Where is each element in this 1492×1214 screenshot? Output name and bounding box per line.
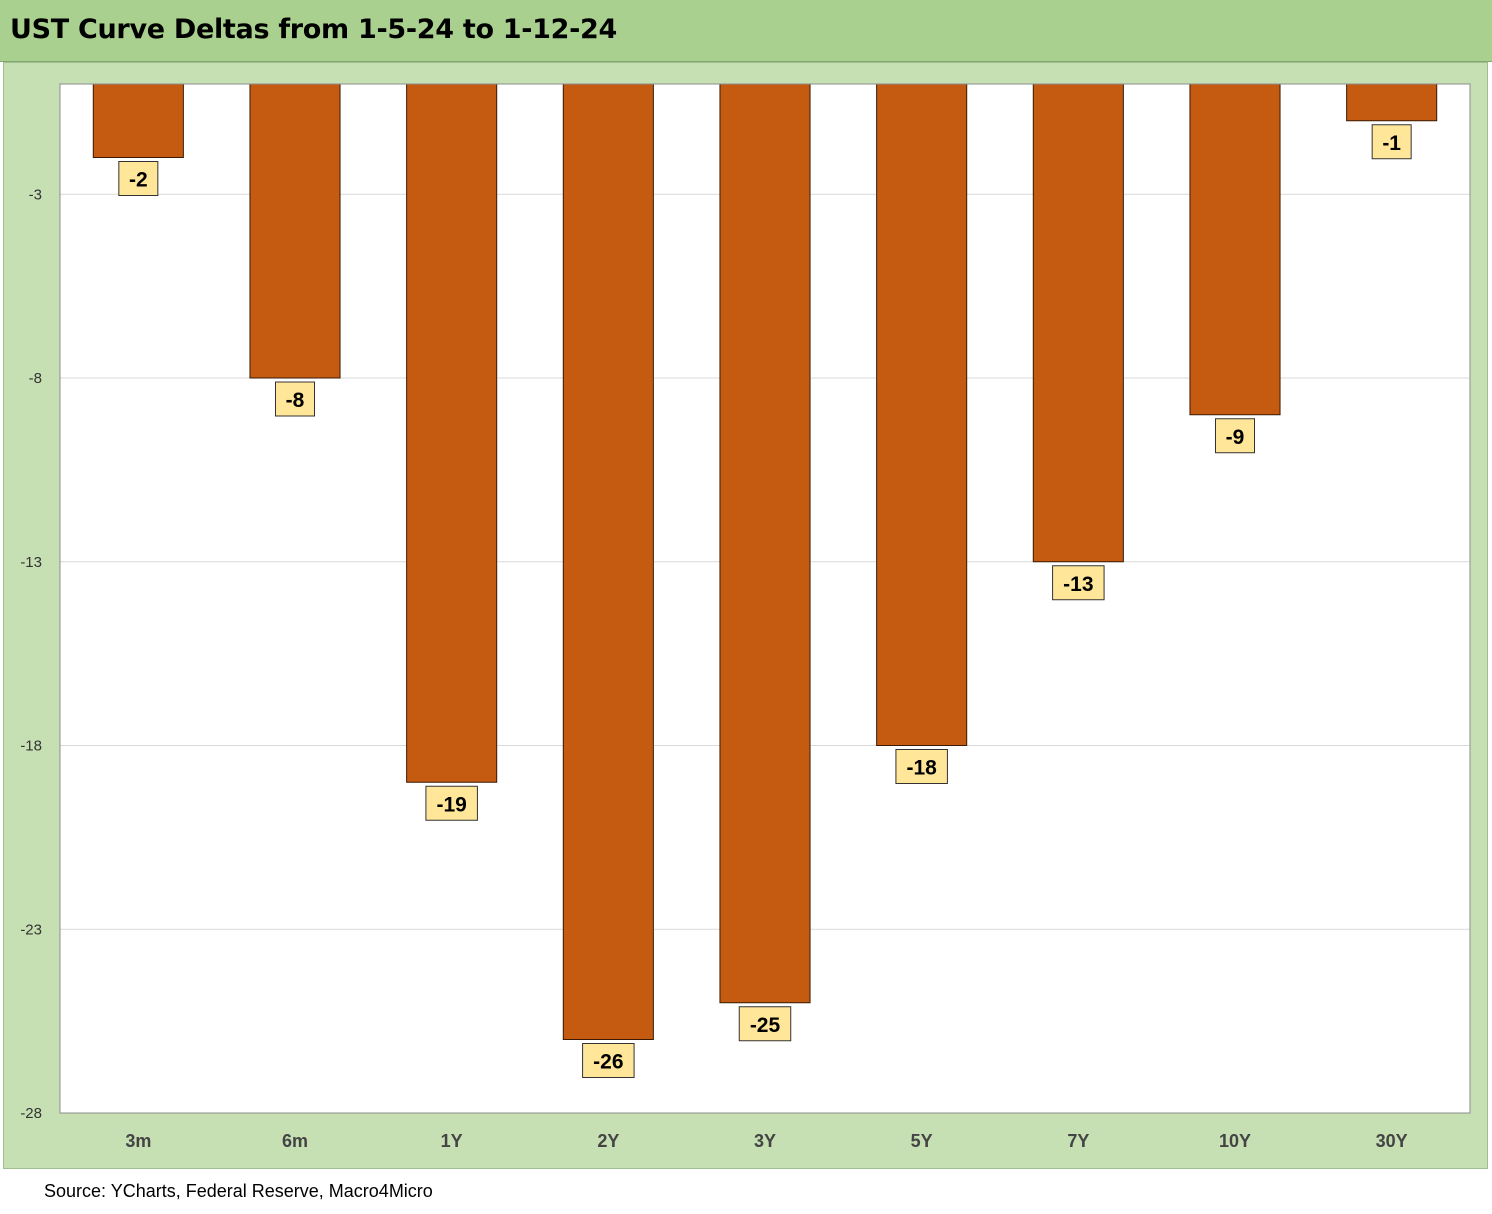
x-category-label: 5Y	[911, 1131, 933, 1151]
bar-6m	[249, 83, 341, 379]
data-label-box	[1371, 124, 1412, 160]
x-category-label: 2Y	[597, 1131, 619, 1151]
title-bar: UST Curve Deltas from 1-5-24 to 1-12-24	[0, 0, 1492, 62]
data-label-box	[1052, 565, 1105, 601]
y-axis-ticks: -3 -8 -13 -18 -23 -28	[20, 186, 42, 1122]
data-label: -2	[129, 169, 148, 192]
data-label: -25	[750, 1014, 781, 1037]
data-label: -26	[593, 1051, 623, 1074]
y-tick-label: -18	[20, 738, 42, 755]
bar-1Y	[406, 83, 498, 783]
x-category-label: 6m	[282, 1131, 308, 1151]
x-category-label: 7Y	[1067, 1131, 1089, 1151]
data-label-box	[425, 785, 478, 821]
data-label: -18	[906, 757, 937, 780]
data-label-box	[1215, 418, 1255, 454]
x-category-label: 3m	[125, 1131, 151, 1151]
data-label: -8	[286, 389, 305, 412]
data-label-box	[895, 749, 948, 784]
data-label: -13	[1063, 573, 1093, 596]
chart-title: UST Curve Deltas from 1-5-24 to 1-12-24	[10, 14, 618, 45]
plot-border	[59, 83, 1471, 1114]
data-label: -9	[1226, 426, 1245, 449]
x-category-label: 10Y	[1219, 1131, 1251, 1151]
data-labels: -2 -8 -19 -26 -25 -18 -13 -9 -1	[118, 124, 1412, 1078]
x-category-label: 1Y	[441, 1131, 463, 1151]
y-tick-label: -23	[20, 921, 42, 938]
x-category-label: 30Y	[1376, 1131, 1408, 1151]
bar-3m	[92, 83, 184, 158]
data-label-box	[738, 1006, 792, 1042]
data-label-box	[582, 1043, 635, 1078]
y-tick-label: -13	[20, 554, 42, 571]
y-tick-label: -8	[29, 370, 42, 387]
data-label-box	[118, 161, 159, 196]
data-label: -19	[436, 793, 466, 816]
bar-7Y	[1032, 83, 1124, 563]
bar-5Y	[876, 83, 968, 746]
y-tick-label: -3	[29, 186, 42, 203]
x-axis-categories: 3m 6m 1Y 2Y 3Y 5Y 7Y 10Y 30Y	[125, 1131, 1407, 1151]
bars	[92, 83, 1438, 1040]
bar-2Y	[562, 83, 654, 1040]
y-tick-label: -28	[20, 1105, 42, 1122]
bar-30Y	[1346, 83, 1438, 122]
source-note: Source: YCharts, Federal Reserve, Macro4…	[44, 1181, 433, 1201]
bar-10Y	[1189, 83, 1281, 416]
x-category-label: 3Y	[754, 1131, 776, 1151]
bar-3Y	[719, 83, 811, 1004]
data-label: -1	[1382, 132, 1401, 155]
data-label-box	[275, 381, 315, 417]
